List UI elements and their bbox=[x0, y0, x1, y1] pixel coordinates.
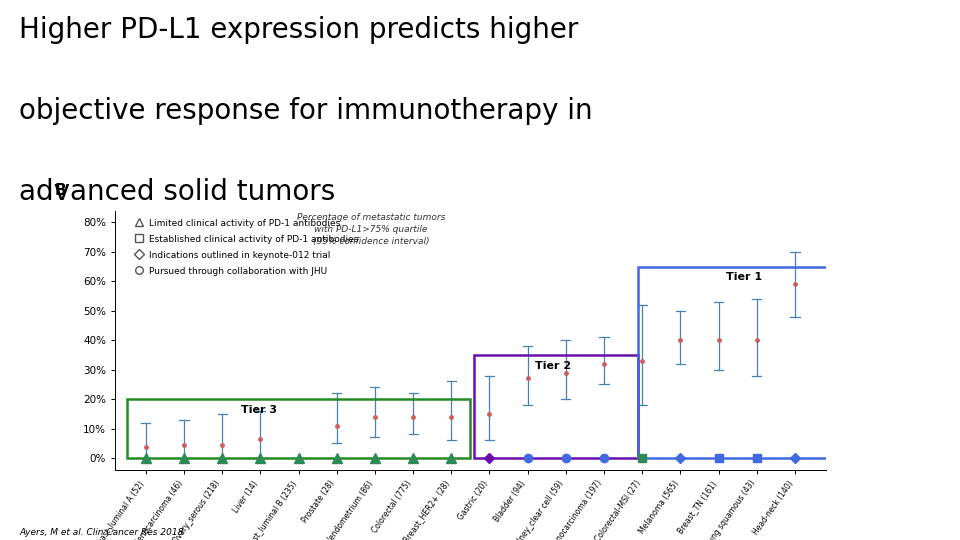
Text: advanced solid tumors: advanced solid tumors bbox=[19, 178, 335, 206]
Text: objective response for immunotherapy in: objective response for immunotherapy in bbox=[19, 97, 593, 125]
Text: Tier 2: Tier 2 bbox=[536, 361, 571, 371]
Bar bbox=[127, 399, 470, 458]
Text: Ayers, M et al. Clin Cancer Res 2018: Ayers, M et al. Clin Cancer Res 2018 bbox=[19, 528, 183, 537]
Text: Higher PD-L1 expression predicts higher: Higher PD-L1 expression predicts higher bbox=[19, 16, 579, 44]
Bar bbox=[474, 355, 638, 458]
Text: Tier 1: Tier 1 bbox=[727, 273, 762, 282]
Bar bbox=[638, 267, 833, 458]
Legend: Limited clinical activity of PD-1 antibodies, Established clinical activity of P: Limited clinical activity of PD-1 antibo… bbox=[134, 218, 359, 276]
Text: Tier 3: Tier 3 bbox=[241, 405, 277, 415]
Text: B: B bbox=[55, 183, 66, 198]
Text: Percentage of metastatic tumors
with PD-L1>75% quartile
(95% confidence interval: Percentage of metastatic tumors with PD-… bbox=[297, 213, 445, 246]
